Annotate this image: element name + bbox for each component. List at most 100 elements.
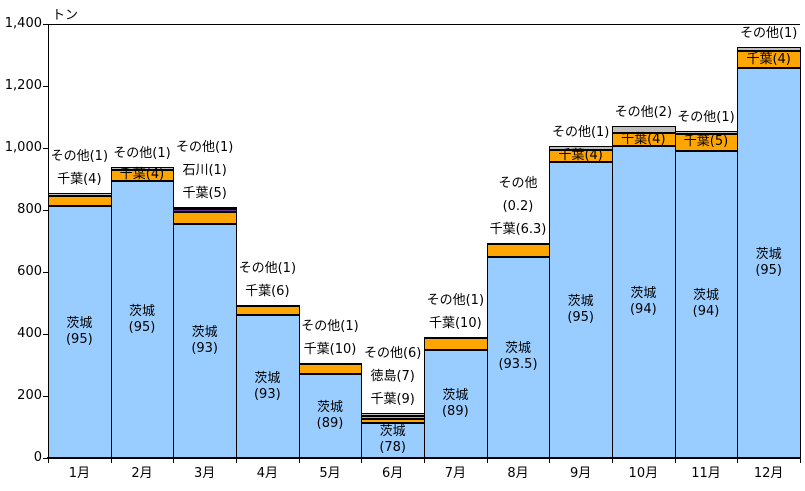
bar-label-line: その他(1) (677, 109, 735, 125)
bar-segment-その他-12月 (737, 47, 801, 52)
bar-label-ibaraki-10月: 茨城 (94) (612, 286, 675, 318)
bar-label-ibaraki-9月: 茨城 (95) (549, 294, 612, 326)
bar-label-line: その他(1) (50, 148, 109, 164)
bar-label-line: 千葉(4) (57, 171, 102, 187)
bar-label-line: その他(2) (614, 105, 673, 121)
bar-label-line: その他(1) (238, 260, 297, 276)
bar-label-above-6月: その他(6) 徳島(7) 千葉(9) (341, 342, 444, 411)
x-axis-category-label: 8月 (507, 466, 529, 481)
bar-label-ibaraki-2月: 茨城 (95) (111, 304, 174, 336)
bar-segment-その他-1月 (48, 192, 112, 196)
bar-segment-その他-10月 (612, 126, 676, 133)
bar-segment-茨城-2月 (110, 181, 175, 458)
bar-label-line: 千葉(9) (370, 392, 415, 408)
bar-label-line: (89) (441, 404, 469, 420)
bar-label-above-8月: その他 (0.2) 千葉(6.3) (467, 172, 570, 241)
bar-label-line: 茨城 (755, 246, 782, 262)
bar-label-ibaraki-3月: 茨城 (93) (173, 325, 236, 357)
bar-label-line: (0.2) (502, 198, 534, 214)
gridline-1400 (48, 24, 800, 25)
bar-label-above-1月: その他(1) 千葉(4) (28, 145, 131, 191)
bar-label-ibaraki-7月: 茨城 (89) (424, 388, 487, 420)
bar-segment-千葉-4月 (236, 306, 300, 316)
x-axis-category-label: 10月 (628, 466, 659, 481)
bar-segment-茨城-11月 (674, 150, 739, 458)
bar-segment-千葉-7月 (424, 338, 488, 351)
bar-segment-その他-6月 (361, 413, 425, 416)
y-axis-tick (43, 334, 48, 335)
bar-segment-千葉-8月 (486, 242, 551, 257)
y-axis-unit-label: トン (52, 8, 79, 23)
bar-label-ibaraki-6月: 茨城 (78) (361, 424, 424, 456)
x-axis-category-label: 9月 (570, 466, 592, 481)
bar-label-above-11月: その他(1) (655, 106, 758, 129)
x-axis-tick (737, 458, 739, 463)
y-axis-tick (43, 24, 48, 25)
bar-label-line: その他(1) (113, 145, 171, 161)
bar-label-line: その他(6) (363, 346, 422, 362)
bar-label-line: 徳島(7) (370, 369, 415, 385)
x-axis-category-label: 11月 (691, 466, 721, 481)
x-axis-tick (549, 458, 551, 463)
y-axis-tick-label: 1,400 (4, 16, 42, 31)
bar-label-chiba-12月: 千葉(4) (746, 51, 791, 67)
bar-segment-その他-2月 (110, 166, 175, 170)
bar-label-line: 茨城 (254, 370, 281, 386)
bar-segment-茨城-5月 (298, 373, 363, 458)
bar-label-line: (93.5) (498, 357, 538, 373)
bar-segment-茨城-7月 (424, 350, 488, 458)
bar-label-line: (94) (629, 302, 657, 318)
x-axis-category-label: 6月 (382, 466, 404, 481)
y-axis-tick-label: 200 (17, 388, 42, 403)
bar-label-line: 千葉(5) (182, 185, 227, 201)
bar-label-line: その他(1) (301, 319, 359, 335)
bar-label-line: (95) (755, 262, 782, 278)
bar-segment-千葉-12月 (737, 51, 801, 68)
bar-segment-石川-3月 (173, 209, 237, 212)
x-axis-tick (612, 458, 613, 463)
bar-label-line: 千葉(10) (303, 342, 357, 358)
x-axis-category-label: 2月 (131, 466, 153, 481)
y-axis-tick (43, 148, 48, 149)
x-axis-category-label: 7月 (444, 466, 466, 481)
x-axis-tick (361, 458, 363, 463)
bar-label-above-5月: その他(1) 千葉(10) (279, 315, 382, 361)
x-axis-category-label: 12月 (753, 466, 784, 481)
bar-label-line: その他 (498, 175, 538, 191)
bar-label-chiba-10月: 千葉(4) (621, 131, 666, 147)
bar-label-line: 茨城 (630, 286, 657, 302)
bar-label-line: その他(1) (739, 26, 798, 42)
x-axis-category-label: 3月 (194, 466, 216, 481)
bar-label-above-7月: その他(1) 千葉(10) (404, 289, 507, 335)
bar-label-ibaraki-4月: 茨城 (93) (236, 371, 299, 403)
bar-label-line: その他(1) (551, 125, 610, 141)
bar-label-line: (93) (253, 386, 281, 402)
y-axis-tick-label: 400 (17, 326, 42, 341)
bar-segment-徳島-6月 (361, 415, 425, 419)
bar-label-line: 茨城 (442, 388, 469, 404)
bar-label-above-3月: その他(1) 石川(1) 千葉(5) (153, 136, 256, 205)
bar-label-line: (95) (567, 310, 594, 325)
y-axis-tick-label: 1,200 (4, 78, 42, 93)
y-axis-tick-label: 600 (17, 264, 42, 279)
bar-segment-千葉-6月 (361, 418, 425, 423)
x-axis-category-label: 1月 (68, 466, 90, 481)
y-axis-tick (43, 86, 48, 87)
x-axis-tick (48, 458, 49, 463)
bar-label-ibaraki-1月: 茨城 (95) (48, 316, 111, 348)
x-axis-tick (486, 458, 488, 463)
bar-segment-千葉-2月 (110, 169, 175, 182)
bar-segment-茨城-1月 (48, 206, 112, 458)
bar-label-line: 茨城 (191, 325, 218, 341)
x-axis-tick (110, 458, 112, 463)
y-axis-tick (43, 272, 48, 273)
bar-segment-茨城-8月 (486, 256, 551, 458)
bar-segment-茨城-3月 (173, 224, 237, 458)
y-axis-tick-label: 800 (17, 202, 42, 217)
bar-label-above-12月: その他(1) (717, 22, 805, 45)
x-axis-tick (236, 458, 237, 463)
bar-label-line: (95) (65, 332, 93, 348)
bar-label-line: 茨城 (567, 294, 594, 309)
bar-label-line: (94) (692, 304, 720, 320)
bar-segment-千葉-1月 (48, 195, 112, 207)
